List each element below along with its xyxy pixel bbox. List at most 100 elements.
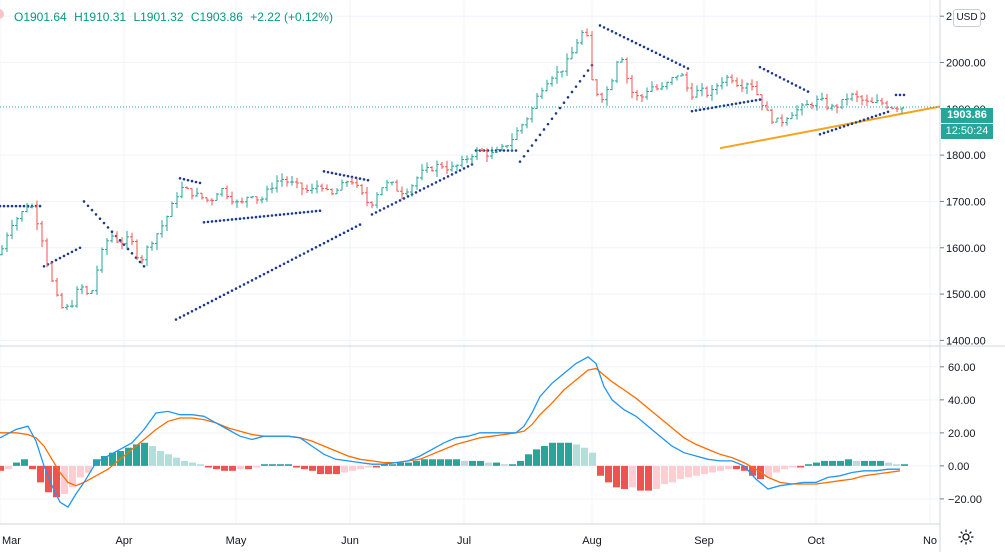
sar-dot (682, 65, 686, 68)
macd-histogram-bar (773, 465, 780, 473)
macd-histogram-bar (837, 460, 844, 466)
macd-histogram-bar (813, 462, 820, 466)
sar-dot (266, 270, 270, 274)
sar-dot (294, 256, 298, 259)
sar-dot (218, 295, 222, 299)
sar-dot (22, 204, 26, 208)
sar-dot (690, 109, 694, 113)
sar-dot (334, 172, 338, 176)
macd-histogram-bar (709, 465, 716, 473)
sar-dot (298, 254, 302, 257)
sar-dot (298, 211, 302, 215)
sar-dot (194, 180, 198, 184)
sar-dot (734, 102, 738, 105)
macd-histogram-bar (165, 454, 172, 466)
sar-dot (246, 281, 250, 284)
sar-dot (250, 279, 254, 282)
macd-histogram-bar (373, 465, 380, 468)
sar-dot (330, 237, 334, 241)
macd-histogram-bar (365, 465, 372, 468)
price-tick-label: 1400.00 (946, 335, 986, 347)
macd-histogram-bar (501, 464, 508, 466)
sar-dot (354, 176, 358, 180)
sar-dot (338, 173, 342, 176)
sar-dot (874, 114, 878, 118)
macd-histogram-bar (901, 464, 908, 466)
sar-dot (534, 138, 538, 142)
macd-tick-label: 0.00 (948, 461, 969, 473)
macd-histogram-bar (317, 465, 324, 475)
sar-dot (206, 301, 210, 305)
sar-dot (654, 51, 658, 55)
sar-dot (94, 213, 98, 216)
sar-dot (190, 309, 194, 313)
sar-dot (662, 55, 666, 59)
sar-dot (398, 199, 402, 202)
macd-histogram-bar (789, 465, 796, 468)
sar-dot (750, 99, 754, 103)
sar-dot (394, 201, 398, 204)
macd-histogram-bar (525, 454, 532, 466)
trendline (719, 105, 941, 150)
macd-histogram-bar (37, 465, 44, 483)
macd-histogram-bar (101, 455, 108, 466)
macd-histogram-bar (189, 462, 196, 466)
macd-histogram-bar (453, 459, 460, 466)
currency-button[interactable]: USD (953, 9, 981, 27)
sar-dot (878, 113, 882, 116)
sar-dot (430, 183, 434, 186)
macd-histogram-bar (565, 442, 572, 466)
macd-histogram-bar (285, 464, 292, 466)
settings-gear-icon[interactable] (957, 528, 975, 546)
sar-dot (302, 211, 306, 214)
price-tick-label: 1600.00 (946, 243, 986, 255)
high-value: H1910.31 (74, 10, 127, 24)
sar-dot (118, 239, 122, 242)
sar-dot (714, 105, 718, 109)
sar-dot (686, 67, 690, 70)
sar-dot (18, 204, 22, 208)
trendline-layer (719, 105, 941, 150)
macd-histogram-bar (0, 465, 4, 471)
sar-dot (386, 205, 390, 208)
sar-dot (546, 122, 550, 126)
macd-histogram-bar (349, 465, 356, 471)
macd-histogram-bar (181, 460, 188, 466)
sar-dot (222, 218, 226, 222)
macd-histogram-bar (429, 459, 436, 466)
sar-dot (270, 214, 274, 217)
time-tick-label: Jul (457, 535, 471, 547)
sar-dot (642, 45, 646, 49)
sar-dot (882, 111, 886, 115)
sar-dot (698, 108, 702, 112)
sar-dot (142, 264, 146, 268)
sar-dot (402, 197, 406, 200)
sar-dot (438, 179, 442, 182)
macd-histogram-bar (869, 460, 876, 466)
sar-dot (518, 160, 522, 163)
sar-dot (754, 98, 758, 102)
sar-dot (286, 260, 290, 264)
macd-histogram-bar (653, 465, 660, 489)
sar-dot (314, 209, 318, 213)
price-tick-label: 2000.00 (946, 58, 986, 70)
sar-dot (554, 112, 558, 115)
sar-dot (746, 100, 750, 103)
sar-dot (758, 65, 762, 69)
macd-histogram-bar (69, 465, 76, 488)
sar-dot (322, 241, 326, 245)
macd-histogram-bar (821, 460, 828, 466)
sar-dot (294, 211, 298, 215)
macd-tick-label: 20.00 (948, 428, 976, 440)
macd-histogram-bar (669, 465, 676, 483)
macd-histogram-bar (637, 465, 644, 491)
sar-dot (666, 57, 670, 61)
series-marker-icon (0, 9, 4, 19)
sar-dot (602, 26, 606, 29)
sar-dot (378, 209, 382, 212)
sar-dot (362, 178, 366, 181)
sar-dot (290, 212, 294, 215)
macd-line (0, 356, 900, 508)
